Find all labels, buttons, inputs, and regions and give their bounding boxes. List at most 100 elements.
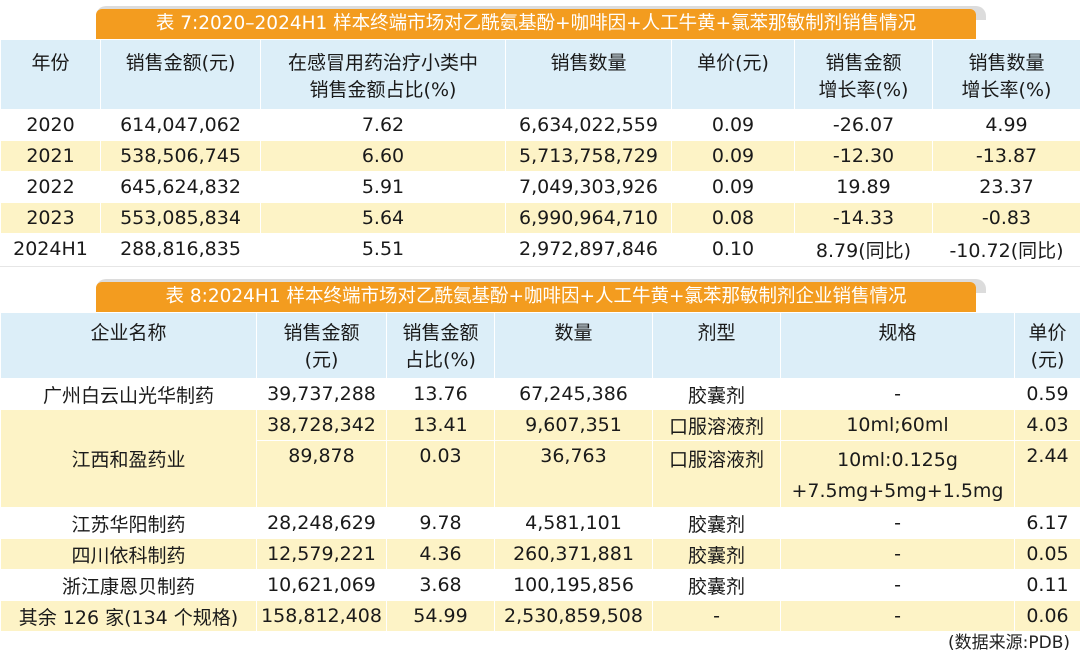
table7-title: 表 7:2020–2024H1 样本终端市场对乙酰氨基酚+咖啡因+人工牛黄+氯苯…: [96, 9, 976, 39]
table8-cell: 0.06: [1014, 600, 1080, 632]
table7-cell: -10.72(同比): [932, 233, 1080, 265]
table7-header-amount: 销售金额(元): [100, 39, 261, 110]
table8-cell-company: 其余 126 家(134 个规格): [0, 600, 257, 632]
table8-cell: 6.17: [1014, 507, 1080, 539]
table7-header-share: 在感冒用药治疗小类中 销售金额占比(%): [260, 39, 506, 110]
table7-cell: -14.33: [794, 202, 933, 234]
table7-header-qty-growth: 销售数量 增长率(%): [932, 39, 1080, 110]
table8-cell: 100,195,856: [494, 569, 653, 601]
table7-cell: 645,624,832: [100, 171, 261, 203]
table8-cell: 3.68: [386, 569, 495, 601]
table7-cell: 0.08: [671, 202, 795, 234]
spec-line-2: +7.5mg+5mg+1.5mg: [791, 480, 1004, 502]
table8-header-share: 销售金额 占比(%): [386, 312, 495, 379]
table8-cell: 胶囊剂: [652, 378, 781, 410]
table8-cell: -: [780, 600, 1015, 632]
table8-cell: 0.05: [1014, 538, 1080, 570]
table8-cell: -: [780, 569, 1015, 601]
table8-cell: 2.44: [1014, 440, 1080, 508]
table8-header-company: 企业名称: [0, 312, 257, 379]
table8-cell: 0.11: [1014, 569, 1080, 601]
table8-cell: 12,579,221: [256, 538, 387, 570]
divider: [0, 266, 1080, 267]
table8-header-spec: 规格: [780, 312, 1015, 379]
table-row: 其余 126 家(134 个规格) 158,812,408 54.99 2,53…: [0, 600, 1080, 632]
table7-cell: -12.30: [794, 140, 933, 172]
table8-cell: -: [652, 600, 781, 632]
table8-cell: 36,763: [494, 440, 653, 508]
table8: 企业名称 销售金额 (元) 销售金额 占比(%) 数量 剂型 规格 单价 (元) 广州…: [0, 312, 1080, 632]
table8-cell-spec: 10ml:0.125g +7.5mg+5mg+1.5mg: [780, 440, 1015, 508]
table7: 年份 销售金额(元) 在感冒用药治疗小类中 销售金额占比(%) 销售数量 单价(元…: [0, 39, 1080, 265]
table8-cell-company: 浙江康恩贝制药: [0, 569, 257, 601]
table7-header-price: 单价(元): [671, 39, 795, 110]
table8-cell: 0.59: [1014, 378, 1080, 410]
table7-header-amount-growth: 销售金额 增长率(%): [794, 39, 933, 110]
table8-cell: 2,530,859,508: [494, 600, 653, 632]
table7-cell: 2,972,897,846: [505, 233, 672, 265]
table7-cell: 19.89: [794, 171, 933, 203]
table7-cell: 7.62: [260, 109, 506, 141]
table7-cell: 7,049,303,926: [505, 171, 672, 203]
table7-cell: -13.87: [932, 140, 1080, 172]
table7-cell: 0.09: [671, 171, 795, 203]
table-row: 广州白云山光华制药 39,737,288 13.76 67,245,386 胶囊…: [0, 378, 1080, 410]
table7-cell: 0.10: [671, 233, 795, 265]
table8-cell: 胶囊剂: [652, 538, 781, 570]
table8-cell: 13.41: [386, 409, 495, 441]
table8-cell-company: 江西和盈药业: [0, 409, 257, 508]
table7-cell: 6.60: [260, 140, 506, 172]
table-row: 2024H1 288,816,835 5.51 2,972,897,846 0.…: [0, 233, 1080, 265]
table-row: 江苏华阳制药 28,248,629 9.78 4,581,101 胶囊剂 - 6…: [0, 507, 1080, 539]
table-row: 89,878 0.03 36,763 口服溶液剂 10ml:0.125g +7.…: [1, 440, 1080, 508]
table8-cell: 260,371,881: [494, 538, 653, 570]
table8-cell-company: 江苏华阳制药: [0, 507, 257, 539]
table8-cell: 13.76: [386, 378, 495, 410]
data-source-note: (数据来源:PDB): [948, 633, 1070, 653]
table8-header-form: 剂型: [652, 312, 781, 379]
table7-cell: 0.09: [671, 140, 795, 172]
table-row: 2021 538,506,745 6.60 5,713,758,729 0.09…: [0, 140, 1080, 172]
table8-cell: 54.99: [386, 600, 495, 632]
table8-cell: 胶囊剂: [652, 507, 781, 539]
table7-cell: 288,816,835: [100, 233, 261, 265]
table8-cell: -: [780, 378, 1015, 410]
table8-header-amount: 销售金额 (元): [256, 312, 387, 379]
table8-title: 表 8:2024H1 样本终端市场对乙酰氨基酚+咖啡因+人工牛黄+氯苯那敏制剂企…: [96, 282, 976, 312]
table-row: 浙江康恩贝制药 10,621,069 3.68 100,195,856 胶囊剂 …: [0, 569, 1080, 601]
table7-cell: 0.09: [671, 109, 795, 141]
table8-cell: 9,607,351: [494, 409, 653, 441]
table8-cell: 4.03: [1014, 409, 1080, 441]
table7-cell: 5.51: [260, 233, 506, 265]
table8-cell-company: 广州白云山光华制药: [0, 378, 257, 410]
table7-cell: 4.99: [932, 109, 1080, 141]
table7-cell: 2022: [0, 171, 101, 203]
table8-cell: 39,737,288: [256, 378, 387, 410]
table8-cell: 胶囊剂: [652, 569, 781, 601]
table7-cell: -26.07: [794, 109, 933, 141]
table8-cell: -: [780, 538, 1015, 570]
table8-cell: 9.78: [386, 507, 495, 539]
table8-cell: 4,581,101: [494, 507, 653, 539]
table8-cell: -: [780, 507, 1015, 539]
table7-header-year: 年份: [0, 39, 101, 110]
table8-cell: 4.36: [386, 538, 495, 570]
table-row: 四川依科制药 12,579,221 4.36 260,371,881 胶囊剂 -…: [0, 538, 1080, 570]
table8-cell: 89,878: [256, 440, 387, 508]
table7-cell: 2020: [0, 109, 101, 141]
table7-cell: 2021: [0, 140, 101, 172]
table7-cell: 2024H1: [0, 233, 101, 265]
table-row: 2023 553,085,834 5.64 6,990,964,710 0.08…: [0, 202, 1080, 234]
table7-cell: 23.37: [932, 171, 1080, 203]
table7-header-row: 年份 销售金额(元) 在感冒用药治疗小类中 销售金额占比(%) 销售数量 单价(元…: [0, 39, 1080, 110]
table7-cell: 5.64: [260, 202, 506, 234]
table8-cell: 10,621,069: [256, 569, 387, 601]
table8-cell: 口服溶液剂: [652, 409, 781, 441]
table8-cell: 0.03: [386, 440, 495, 508]
table8-header-price: 单价 (元): [1014, 312, 1080, 379]
table7-cell: 538,506,745: [100, 140, 261, 172]
spec-line-1: 10ml:0.125g: [837, 449, 958, 471]
table7-cell: 553,085,834: [100, 202, 261, 234]
table-row: 2020 614,047,062 7.62 6,634,022,559 0.09…: [0, 109, 1080, 141]
table-row: 江西和盈药业 38,728,342 13.41 9,607,351 口服溶液剂 …: [0, 409, 1080, 508]
